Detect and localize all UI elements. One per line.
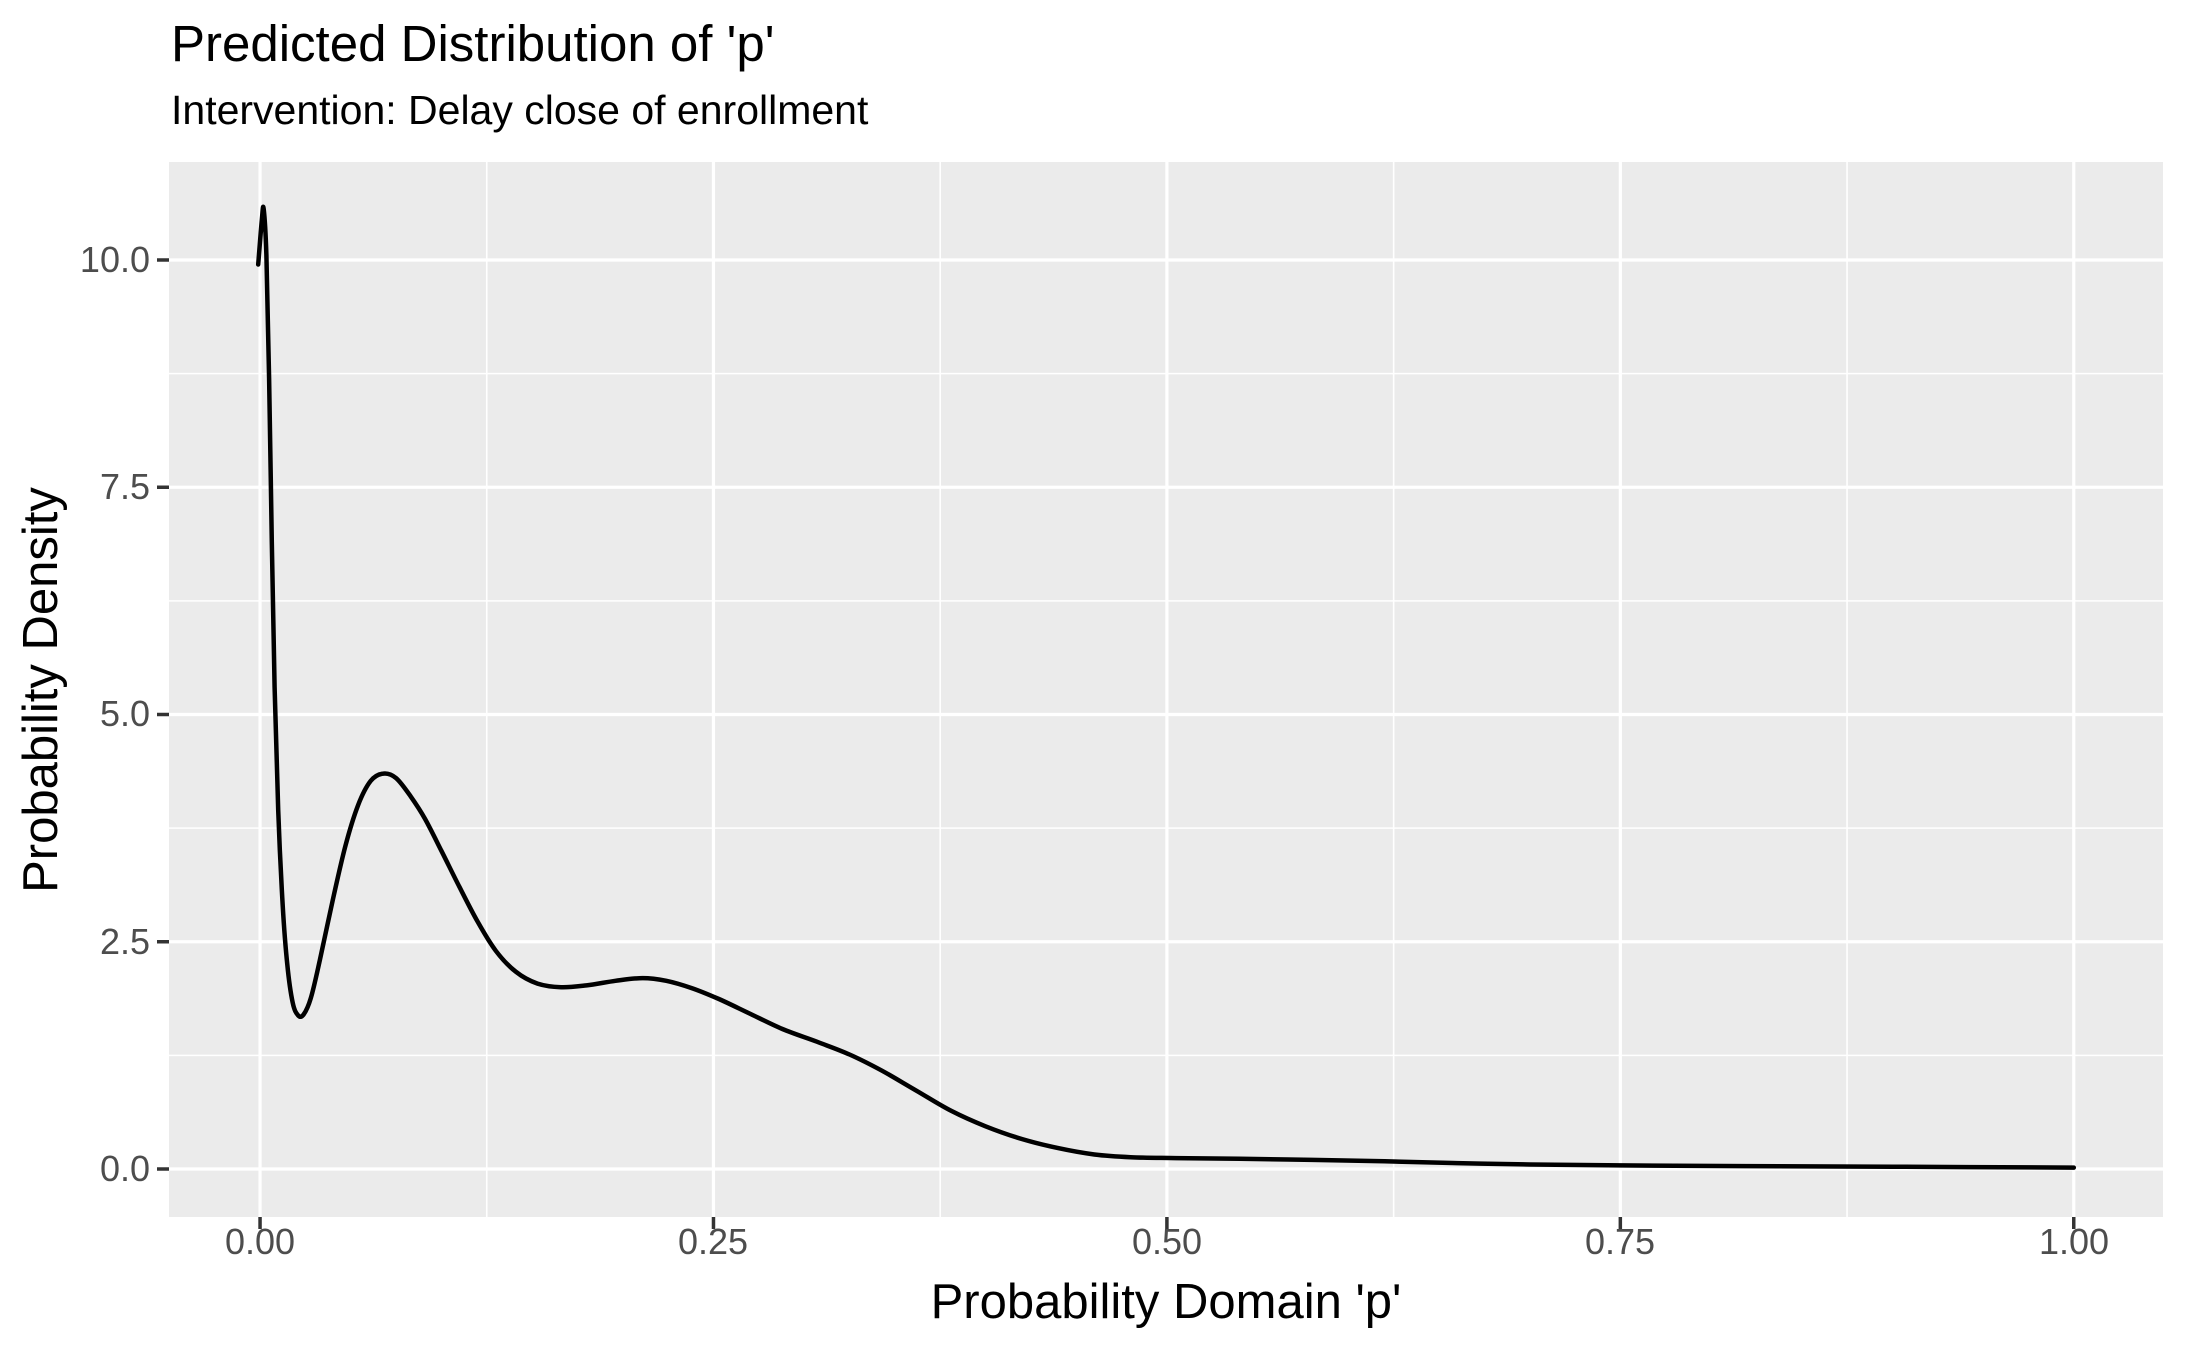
chart-subtitle: Intervention: Delay close of enrollment (171, 87, 869, 133)
axis-ticks (157, 258, 2076, 1229)
y-tick-label-2-5: 2.5 (99, 921, 150, 962)
density-curve (255, 204, 2077, 1170)
y-tick-label-7-5: 7.5 (99, 466, 150, 507)
x-tick-label-0-50: 0.50 (1131, 1221, 1203, 1262)
chart-title: Predicted Distribution of 'p' (171, 15, 775, 72)
x-tick-label-0-25: 0.25 (677, 1221, 749, 1262)
major-gridlines (169, 162, 2163, 1217)
y-axis-title: Probability Density (14, 487, 69, 893)
y-tick-label-5-0: 5.0 (99, 693, 150, 734)
x-tick-label-1-00: 1.00 (2038, 1221, 2110, 1262)
x-tick-label-0-00: 0.00 (224, 1221, 296, 1262)
y-tick-label-0-0: 0.0 (99, 1148, 150, 1189)
x-tick-label-0-75: 0.75 (1584, 1221, 1656, 1262)
x-axis-title: Probability Domain 'p' (930, 1275, 1402, 1329)
y-tick-label-10-0: 10.0 (79, 239, 150, 280)
